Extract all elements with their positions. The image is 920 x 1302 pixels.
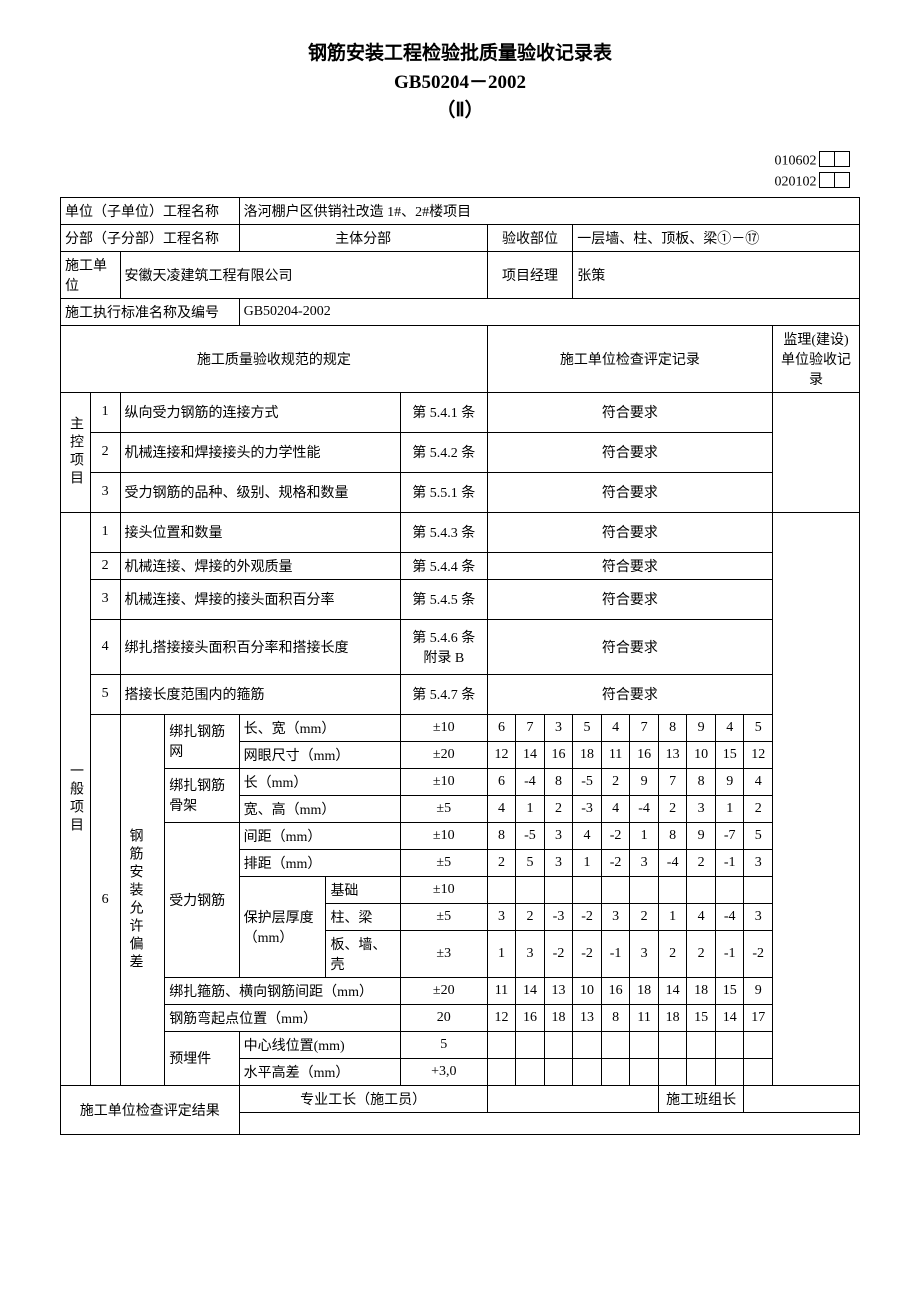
title-line-2: GB50204－2002 [60, 69, 860, 98]
general-item-row: 2 机械连接、焊接的外观质量 第 5.4.4 条 符合要求 [61, 552, 860, 579]
g6-bend-row: 钢筋弯起点位置（mm） 20 1216181381118151417 [61, 1004, 860, 1031]
main-item-num: 1 [90, 392, 120, 432]
general-item-row: 3 机械连接、焊接的接头面积百分率 第 5.4.5 条 符合要求 [61, 579, 860, 619]
team-value [744, 1085, 860, 1112]
team-label: 施工班组长 [658, 1085, 744, 1112]
document-title: 钢筋安装工程检验批质量验收记录表 GB50204－2002 （Ⅱ） [60, 40, 860, 126]
title-line-3: （Ⅱ） [60, 97, 860, 126]
g6-frame-l-row: 绑扎钢筋骨架 长（mm） ±10 6-48-5297894 [61, 768, 860, 795]
main-item-desc: 纵向受力钢筋的连接方式 [120, 392, 400, 432]
g6-side-label: 钢筋安装允许偏差 [120, 714, 165, 1085]
main-item-row: 2 机械连接和焊接接头的力学性能 第 5.4.2 条 符合要求 [61, 432, 860, 472]
general-item-row: 5 搭接长度范围内的箍筋 第 5.4.7 条 符合要求 [61, 674, 860, 714]
general-item-row: 4 绑扎搭接接头面积百分率和搭接长度 第 5.4.6 条 附录 B 符合要求 [61, 619, 860, 674]
standard-value: GB50204-2002 [239, 298, 859, 325]
code-1: 010602 [775, 153, 817, 168]
main-item-row: 3 受力钢筋的品种、级别、规格和数量 第 5.5.1 条 符合要求 [61, 472, 860, 512]
g6-net-lw-row: 6 钢筋安装允许偏差 绑扎钢筋网 长、宽（mm） ±10 6735478945 [61, 714, 860, 741]
header-row-constructor: 施工单位 安徽天凌建筑工程有限公司 项目经理 张策 [61, 251, 860, 298]
form-codes: 010602 020102 [60, 151, 860, 193]
foreman-label: 专业工长（施工员） [239, 1085, 487, 1112]
header-row-unit: 单位（子单位）工程名称 洛河棚户区供销社改造 1#、2#楼项目 [61, 197, 860, 224]
g6-embed-center-row: 预埋件 中心线位置(mm) 5 [61, 1031, 860, 1058]
main-category-label: 主控项目 [61, 392, 91, 512]
header-row-subunit: 分部（子分部）工程名称 主体分部 验收部位 一层墙、柱、顶板、梁①－⑰ [61, 224, 860, 251]
unit-value: 洛河棚户区供销社改造 1#、2#楼项目 [239, 197, 859, 224]
general-category-label: 一般项目 [61, 512, 91, 1085]
pm-label: 项目经理 [487, 251, 573, 298]
footer-blank [239, 1112, 859, 1134]
constructor-value: 安徽天凌建筑工程有限公司 [120, 251, 487, 298]
spec-header: 施工质量验收规范的规定 [61, 325, 488, 392]
unit-label: 单位（子单位）工程名称 [61, 197, 240, 224]
check-header: 施工单位检查评定记录 [487, 325, 772, 392]
code-2: 020102 [775, 174, 817, 189]
accept-part-label: 验收部位 [487, 224, 573, 251]
main-item-row: 主控项目 1 纵向受力钢筋的连接方式 第 5.4.1 条 符合要求 [61, 392, 860, 432]
standard-label: 施工执行标准名称及编号 [61, 298, 240, 325]
main-item-result: 符合要求 [487, 392, 772, 432]
subunit-label: 分部（子分部）工程名称 [61, 224, 240, 251]
general-item-row: 一般项目 1 接头位置和数量 第 5.4.3 条 符合要求 [61, 512, 860, 552]
supervise-header: 监理(建设)单位验收记录 [773, 325, 860, 392]
footer-row-1: 施工单位检查评定结果 专业工长（施工员） 施工班组长 [61, 1085, 860, 1112]
g6-stirrup-row: 绑扎箍筋、横向钢筋间距（mm） ±20 1114131016181418159 [61, 977, 860, 1004]
pm-value: 张策 [573, 251, 860, 298]
title-line-1: 钢筋安装工程检验批质量验收记录表 [60, 40, 860, 69]
g6-spacing-row: 受力钢筋 间距（mm） ±10 8-534-2189-75 [61, 822, 860, 849]
accept-part-value: 一层墙、柱、顶板、梁①－⑰ [573, 224, 860, 251]
column-header-row: 施工质量验收规范的规定 施工单位检查评定记录 监理(建设)单位验收记录 [61, 325, 860, 392]
foreman-value [487, 1085, 658, 1112]
main-item-ref: 第 5.4.1 条 [400, 392, 487, 432]
subunit-value: 主体分部 [239, 224, 487, 251]
main-supervise-cell [773, 392, 860, 512]
constructor-label: 施工单位 [61, 251, 121, 298]
inspection-table: 单位（子单位）工程名称 洛河棚户区供销社改造 1#、2#楼项目 分部（子分部）工… [60, 197, 860, 1135]
general-supervise-cell [773, 512, 860, 1085]
header-row-standard: 施工执行标准名称及编号 GB50204-2002 [61, 298, 860, 325]
result-label: 施工单位检查评定结果 [61, 1085, 240, 1134]
